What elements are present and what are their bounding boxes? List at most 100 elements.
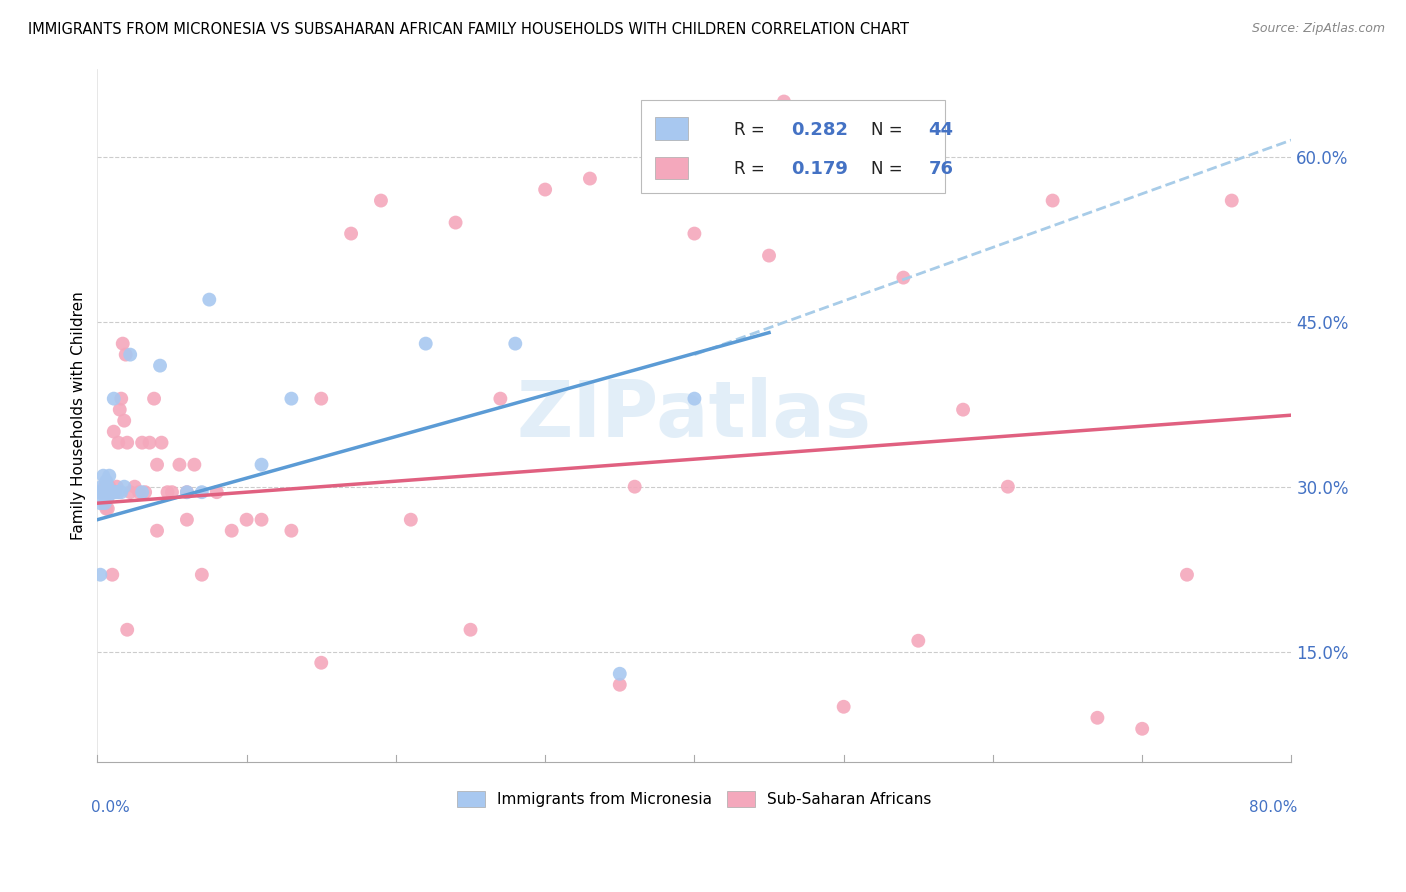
Point <box>160 485 183 500</box>
Point <box>98 485 121 500</box>
Point <box>120 348 142 362</box>
Point <box>1175 567 1198 582</box>
Point <box>100 485 122 500</box>
Point <box>110 392 132 406</box>
Point <box>169 458 191 472</box>
Point <box>460 623 482 637</box>
Point <box>191 567 214 582</box>
Point <box>103 485 125 500</box>
Point <box>107 435 129 450</box>
Point <box>104 485 127 500</box>
Point <box>250 513 273 527</box>
Point <box>96 501 118 516</box>
Point <box>120 485 142 500</box>
Bar <box>655 157 689 179</box>
Point <box>101 485 124 500</box>
Point <box>112 414 135 428</box>
Point <box>94 485 117 500</box>
Point <box>758 249 780 263</box>
Point <box>1130 722 1153 736</box>
Point <box>89 567 111 582</box>
Point <box>191 485 214 500</box>
Point <box>97 485 120 500</box>
Point <box>97 491 120 505</box>
Point <box>110 485 132 500</box>
Point <box>131 435 153 450</box>
Point <box>150 435 173 450</box>
Point <box>112 480 135 494</box>
Text: N =: N = <box>872 160 908 178</box>
Point <box>94 496 117 510</box>
Point <box>143 392 166 406</box>
Bar <box>655 117 689 140</box>
Point <box>104 485 127 500</box>
Point <box>952 402 974 417</box>
Y-axis label: Family Households with Children: Family Households with Children <box>72 291 86 540</box>
Point <box>105 485 128 500</box>
Point <box>149 359 172 373</box>
Point <box>91 485 114 500</box>
Point <box>280 524 302 538</box>
Point <box>105 480 128 494</box>
Point <box>309 392 332 406</box>
Point <box>96 485 118 500</box>
Point <box>100 485 122 500</box>
Point <box>146 458 169 472</box>
Point <box>90 480 112 494</box>
Point <box>107 485 129 500</box>
Text: 76: 76 <box>928 160 953 178</box>
Point <box>108 402 131 417</box>
Point <box>98 468 121 483</box>
Point <box>609 678 631 692</box>
Text: 0.179: 0.179 <box>792 160 848 178</box>
Point <box>198 293 221 307</box>
Point <box>96 485 118 500</box>
Point <box>399 513 422 527</box>
Point <box>623 480 645 494</box>
Point <box>128 485 150 500</box>
Point <box>183 458 205 472</box>
Text: Source: ZipAtlas.com: Source: ZipAtlas.com <box>1251 22 1385 36</box>
Point <box>340 227 363 241</box>
Point <box>98 480 121 494</box>
Point <box>176 485 198 500</box>
Point <box>124 480 146 494</box>
Point <box>100 485 122 500</box>
Point <box>98 485 121 500</box>
Point <box>101 485 124 500</box>
Point <box>534 183 557 197</box>
Point <box>101 485 124 500</box>
Point <box>97 480 120 494</box>
Text: ZIPatlas: ZIPatlas <box>517 377 872 453</box>
Point <box>111 336 134 351</box>
Point <box>176 485 198 500</box>
Point <box>250 458 273 472</box>
Point <box>138 435 160 450</box>
Point <box>100 485 122 500</box>
Text: 44: 44 <box>928 120 953 138</box>
Point <box>280 392 302 406</box>
Point <box>94 485 117 500</box>
Point <box>609 666 631 681</box>
Point <box>309 656 332 670</box>
Point <box>728 128 751 142</box>
Point <box>100 485 122 500</box>
Point <box>134 485 156 500</box>
Point <box>97 501 120 516</box>
Point <box>115 435 138 450</box>
Point <box>96 485 118 500</box>
Point <box>832 699 855 714</box>
Point <box>103 485 125 500</box>
Point <box>1220 194 1243 208</box>
Point <box>101 485 124 500</box>
Legend: Immigrants from Micronesia, Sub-Saharan Africans: Immigrants from Micronesia, Sub-Saharan … <box>451 785 938 814</box>
Point <box>235 513 257 527</box>
Point <box>997 480 1019 494</box>
Point <box>91 485 114 500</box>
FancyBboxPatch shape <box>641 100 945 194</box>
Point <box>90 485 112 500</box>
Point <box>579 171 602 186</box>
Point <box>146 524 169 538</box>
Point <box>893 270 915 285</box>
Point <box>205 485 228 500</box>
